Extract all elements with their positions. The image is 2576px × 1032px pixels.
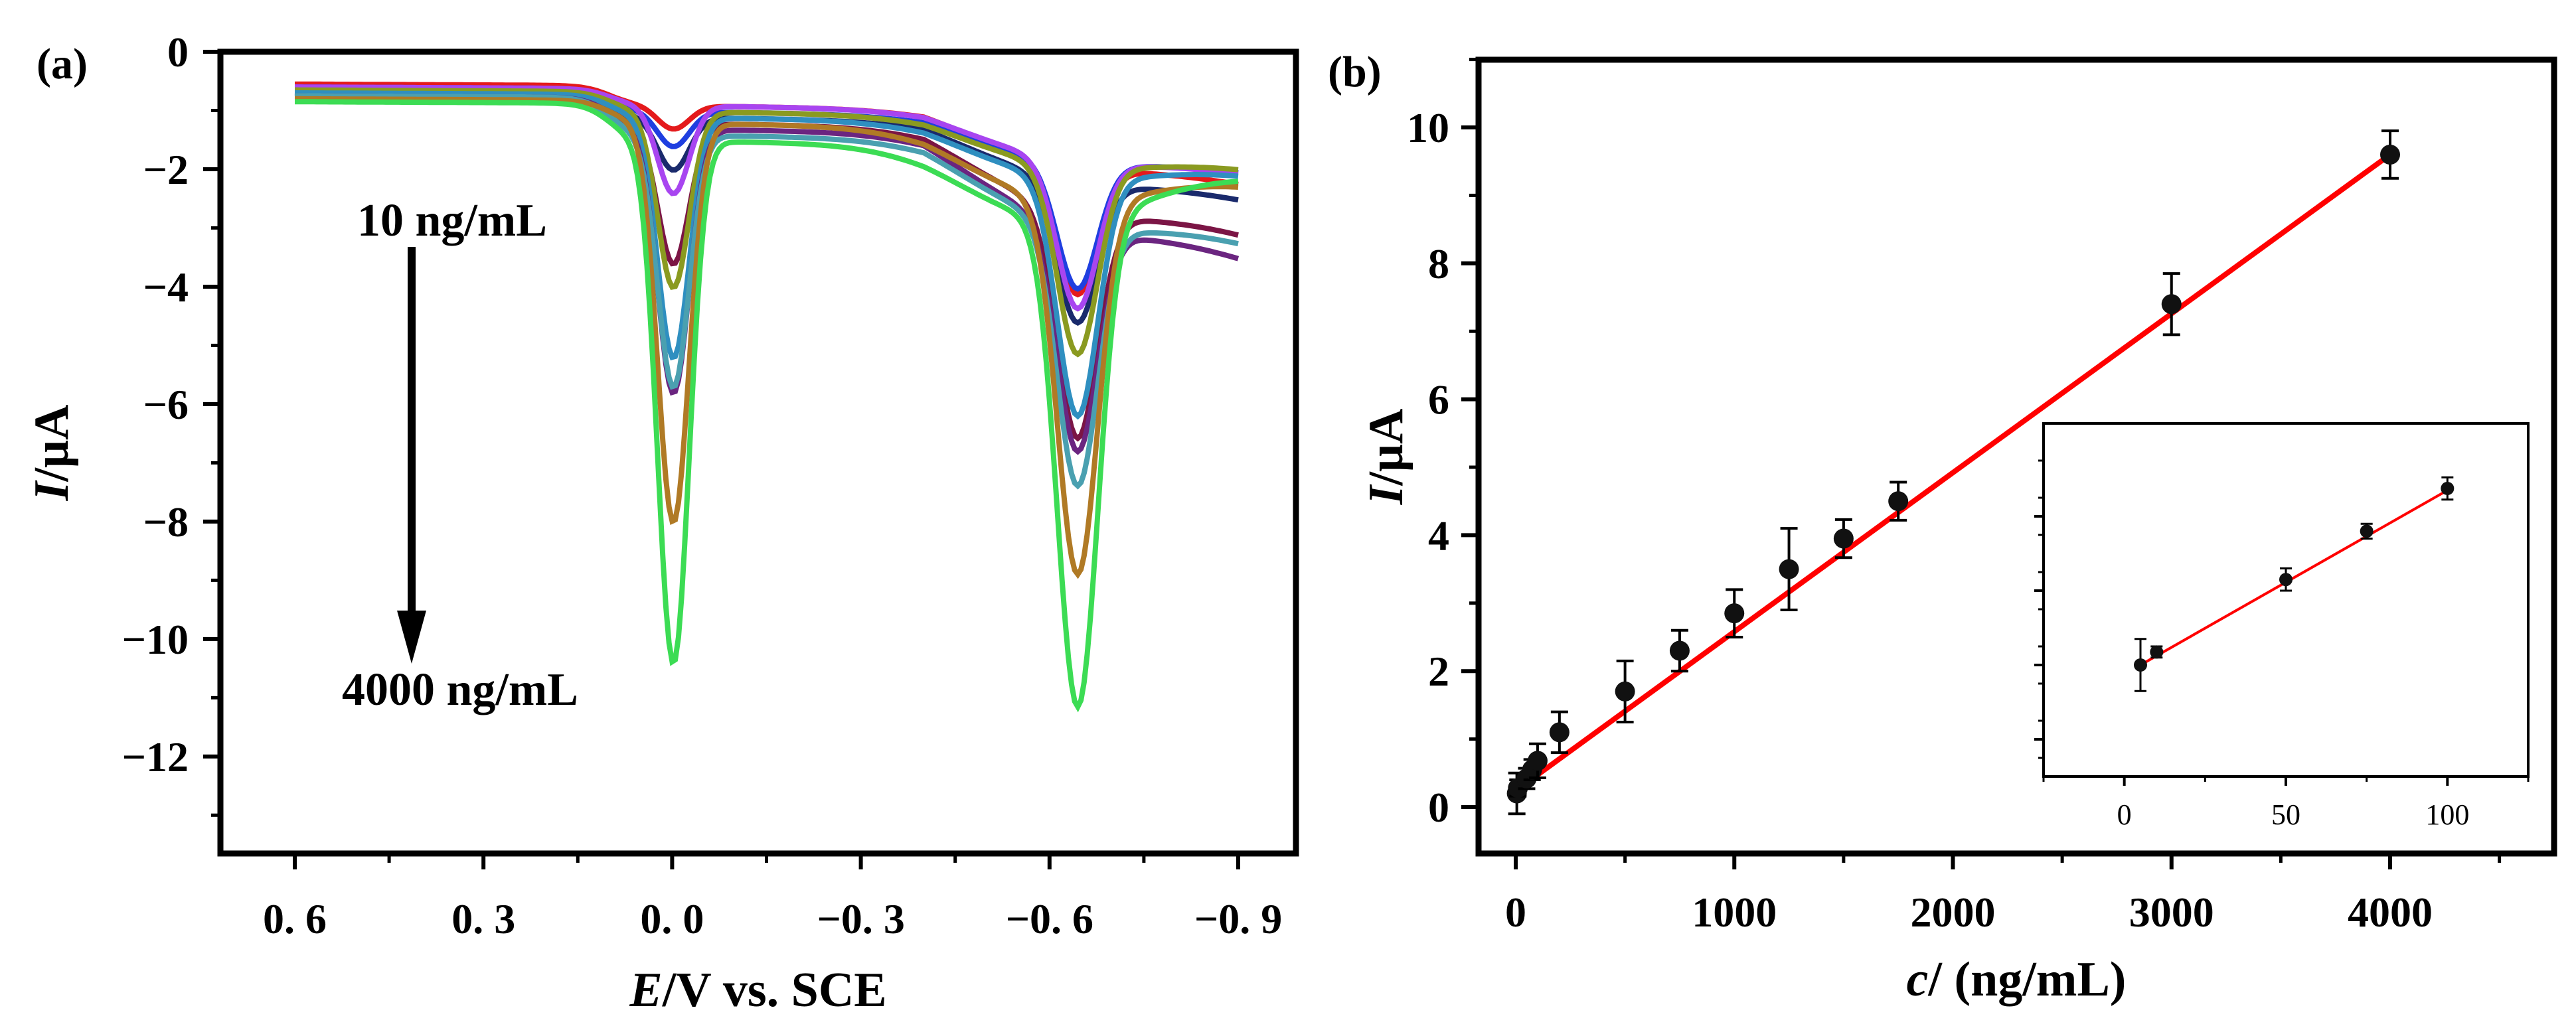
panel-b-label: (b) [1328,48,1382,96]
inset-fit-line-path [2140,489,2449,666]
panel-b-data-point [1615,659,1635,723]
panel-a-curve-7 [294,90,1239,420]
panel-b-y-axis-title: I/μA [1359,409,1413,506]
panel-b-data-point [2380,129,2400,180]
marker [1549,722,1570,743]
panel-a-x-tick-label: 0. 0 [640,895,704,942]
inset-plot: 0 50 100 [2034,422,2530,831]
marker [1724,603,1745,624]
panel-b-data-point [1549,710,1570,755]
panel-b-frame [1475,56,2557,857]
marker [1833,528,1854,549]
panel-b-x-tick-label: 4000 [2348,889,2433,936]
inset-data-point [2360,522,2374,540]
annotation-4000-ng-ml: 4000 ng/mL [342,664,578,715]
panel-b-y-tick-label: 2 [1428,648,1449,695]
panel-b-x-tick-label: 1000 [1692,889,1777,936]
panel-b-fit-line [1514,152,2392,793]
panel-a-frame [217,48,1299,857]
panel-a-x-tick-label: −0. 6 [1006,895,1093,942]
panel-b-data-point [1888,480,1909,522]
panel-b-x-tick-label: 0 [1505,889,1526,936]
inset-x-tick-label: 0 [2117,798,2132,831]
panel-b-y-tick-label: 10 [1407,104,1449,151]
panel-a-x-axis-title: E/V vs. SCE [629,963,886,1017]
marker [1779,559,1799,579]
inset-data-point [2134,638,2147,692]
panel-b-fit-line-path [1514,152,2392,793]
panel-b-y-tick-label: 0 [1428,784,1449,831]
panel-b-data-point [1833,518,1854,559]
panel-b-y-tick-label: 6 [1428,376,1449,423]
panel-b-data-point [2161,272,2182,336]
panel-a-label: (a) [37,40,88,88]
panel-a-x-tick-label: 0. 6 [263,895,327,942]
panel-a-y-axis-title: I/μA [25,405,79,502]
inset-ticks: 0 50 100 [2034,459,2530,831]
inset-data-point [2279,567,2293,592]
inset-x-tick-label: 100 [2425,798,2469,831]
marker [1615,681,1635,701]
panel-a-y-tick-label: −12 [122,733,189,780]
panel-b-points [1506,129,2400,816]
panel-a-y-tick-label: −4 [143,263,189,311]
marker [1527,751,1548,771]
panel-b-data-point [1779,527,1799,612]
marker [2161,294,2182,315]
marker [2360,524,2374,538]
panel-a-y-tick-label: −10 [122,616,189,663]
marker [2279,573,2293,587]
panel-b-data-point [1527,742,1548,779]
panel-a-ticks: 0 −2 −4 −6 −8 −10 −12 0. 6 0. 3 0. 0 −0. 3 −0. 6 −0.… [122,29,1283,942]
marker [2150,645,2164,659]
panel-b-y-tick-label: 4 [1428,512,1449,559]
marker [2134,658,2147,672]
panel-b-data-point [1669,628,1690,673]
panel-a-y-tick-label: 0 [167,29,189,76]
panel-b-x-axis-title: c/ (ng/mL) [1907,952,2127,1007]
panel-a-curve-9 [295,93,1239,490]
inset-data-point [2441,476,2455,501]
panel-a-y-tick-label: −8 [143,498,189,546]
panel-a-curve-4 [295,84,1239,312]
panel-b-x-tick-label: 2000 [1911,889,1996,936]
inset-data-point [2150,645,2164,659]
panel-a-y-tick-label: −2 [143,146,189,193]
marker [1669,640,1690,661]
inset-frame [2042,422,2530,778]
inset-x-tick-label: 50 [2271,798,2300,831]
panel-a-y-tick-label: −6 [143,381,189,428]
inset-points [2134,476,2455,692]
panel-a-curve-6 [295,87,1239,358]
annotation-10-ng-ml: 10 ng/mL [357,195,547,246]
panel-b-x-tick-label: 3000 [2129,889,2214,936]
panel-a-curve-11 [295,99,1239,713]
panel-b-data-point [1724,588,1745,638]
marker [2380,144,2400,165]
panel-a-x-tick-label: −0. 3 [817,895,904,942]
marker [1888,491,1909,512]
panel-a-x-tick-label: 0. 3 [451,895,515,942]
panel-a-x-tick-label: −0. 9 [1194,895,1282,942]
marker [2441,482,2455,495]
panel-a: (a) 0 −2 −4 −6 −8 −10 −12 0. 6 0. 3 0. 0 −0. 3 −0. … [25,29,1299,1017]
inset-fit-line [2140,489,2449,666]
concentration-arrowhead [397,611,426,664]
panel-a-curves [294,81,1240,713]
panel-b-y-tick-label: 8 [1428,240,1449,287]
panel-a-curve-10 [295,96,1239,579]
